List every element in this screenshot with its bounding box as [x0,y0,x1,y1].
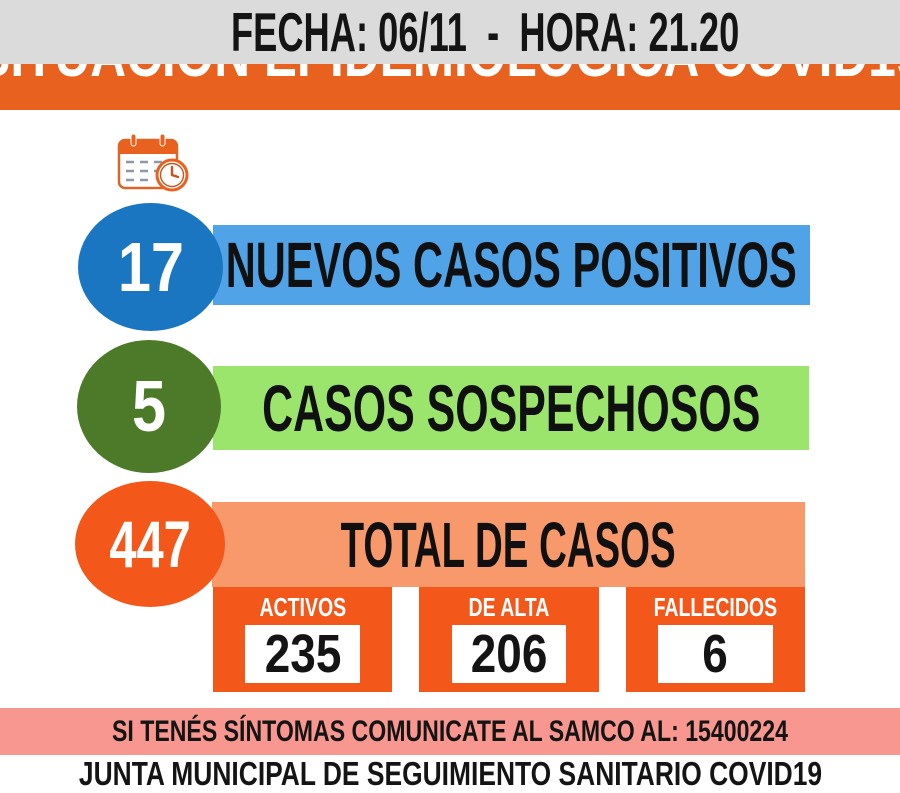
fallecidos-label: FALLECIDOS [653,592,778,622]
de-alta-value: 206 [470,624,548,684]
breakdown-box-de-alta: DE ALTA 206 [419,587,599,692]
positivos-count-circle: 17 [78,203,223,331]
notice-bar: SI TENÉS SÍNTOMAS COMUNICATE AL SAMCO AL… [0,708,900,755]
de-alta-label: DE ALTA [468,592,550,622]
activos-value: 235 [264,624,341,684]
date-time-text: FECHA: 06/11 - HORA: 21.20 [230,1,740,63]
positivos-label: NUEVOS CASOS POSITIVOS [226,229,797,301]
breakdown-box-activos: ACTIVOS 235 [213,587,393,692]
total-breakdown-row: ACTIVOS 235 DE ALTA 206 FALLECIDOS 6 [213,587,805,692]
sospechosos-label: CASOS SOSPECHOSOS [261,371,761,445]
total-bar: TOTAL DE CASOS [212,502,805,587]
footer-text: JUNTA MUNICIPAL DE SEGUIMIENTO SANITARIO… [78,755,822,792]
calendar-clock-icon [110,133,196,193]
sospechosos-count: 5 [131,366,167,447]
de-alta-value-box: 206 [451,624,567,684]
positivos-count: 17 [117,228,184,306]
sospechosos-bar: CASOS SOSPECHOSOS [213,366,809,450]
fallecidos-value-box: 6 [657,624,773,684]
total-label: TOTAL DE CASOS [341,508,676,581]
fallecidos-value: 6 [702,624,729,684]
activos-value-box: 235 [245,624,361,684]
date-bar: FECHA: 06/11 - HORA: 21.20 [0,0,900,64]
total-count: 447 [109,507,191,581]
total-count-circle: 447 [75,481,225,607]
footer-banner: JUNTA MUNICIPAL DE SEGUIMIENTO SANITARIO… [0,755,900,793]
positivos-bar: NUEVOS CASOS POSITIVOS [213,225,810,305]
sospechosos-count-circle: 5 [77,340,221,473]
notice-text: SI TENÉS SÍNTOMAS COMUNICATE AL SAMCO AL… [111,714,789,748]
breakdown-box-fallecidos: FALLECIDOS 6 [625,587,805,692]
activos-label: ACTIVOS [259,592,347,622]
